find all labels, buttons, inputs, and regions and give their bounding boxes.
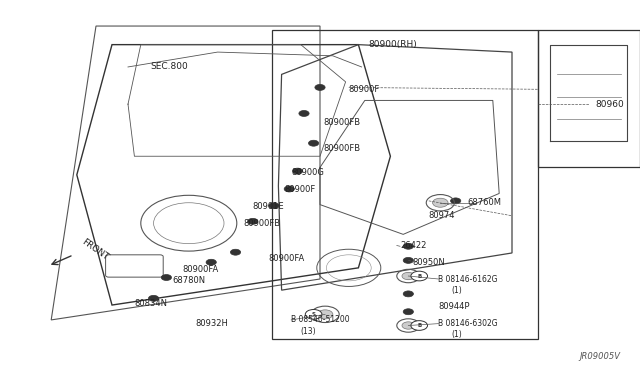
Circle shape [308,140,319,146]
Circle shape [320,311,330,317]
Circle shape [230,249,241,255]
Text: (1): (1) [451,286,462,295]
Text: S: S [312,312,316,317]
Circle shape [299,110,309,116]
Text: 26422: 26422 [400,241,426,250]
Text: 80900FA: 80900FA [269,254,305,263]
Text: 80900FB: 80900FB [323,118,360,127]
Text: 80900FA: 80900FA [182,265,219,274]
Text: 80974: 80974 [429,211,455,220]
Text: 68780N: 68780N [173,276,206,285]
Circle shape [411,271,428,281]
Text: B 08146-6302G: B 08146-6302G [438,319,498,328]
Text: B: B [417,323,421,328]
Text: 80932H: 80932H [195,319,228,328]
Circle shape [305,310,322,319]
Circle shape [148,295,159,301]
Text: SEC.800: SEC.800 [150,62,188,71]
Text: JR09005V: JR09005V [580,352,621,361]
Text: 80834N: 80834N [134,299,168,308]
Circle shape [269,203,279,209]
Circle shape [317,310,333,319]
Circle shape [451,198,461,204]
Text: 80900FB: 80900FB [323,144,360,153]
Text: (1): (1) [451,330,462,339]
Text: 80944P: 80944P [438,302,470,311]
Circle shape [284,186,294,192]
Text: 80960: 80960 [595,100,624,109]
Circle shape [433,198,448,207]
Text: (13): (13) [301,327,316,336]
Circle shape [403,273,413,279]
Circle shape [411,321,428,330]
Text: 80901E: 80901E [253,202,284,211]
Circle shape [403,243,413,249]
Text: 80900F: 80900F [349,85,380,94]
Text: 80900(RH): 80900(RH) [368,40,417,49]
Text: 80950N: 80950N [413,258,445,267]
Circle shape [403,323,413,328]
Circle shape [403,257,413,263]
Circle shape [161,275,172,280]
Text: B 08146-6162G: B 08146-6162G [438,275,498,283]
Text: B: B [417,273,421,279]
Circle shape [292,168,303,174]
Text: FRONT: FRONT [80,237,110,262]
Text: B 08540-51200: B 08540-51200 [291,315,350,324]
Circle shape [206,259,216,265]
Circle shape [248,218,258,224]
Text: 80900G: 80900G [291,169,324,177]
Text: 68760M: 68760M [467,198,501,207]
Circle shape [402,322,415,329]
Text: 80900FB: 80900FB [243,219,280,228]
Text: 80900F: 80900F [285,185,316,194]
Circle shape [315,84,325,90]
Circle shape [402,272,415,280]
Bar [538,30,640,167]
Circle shape [403,291,413,297]
Circle shape [403,309,413,315]
Bar [272,30,538,339]
